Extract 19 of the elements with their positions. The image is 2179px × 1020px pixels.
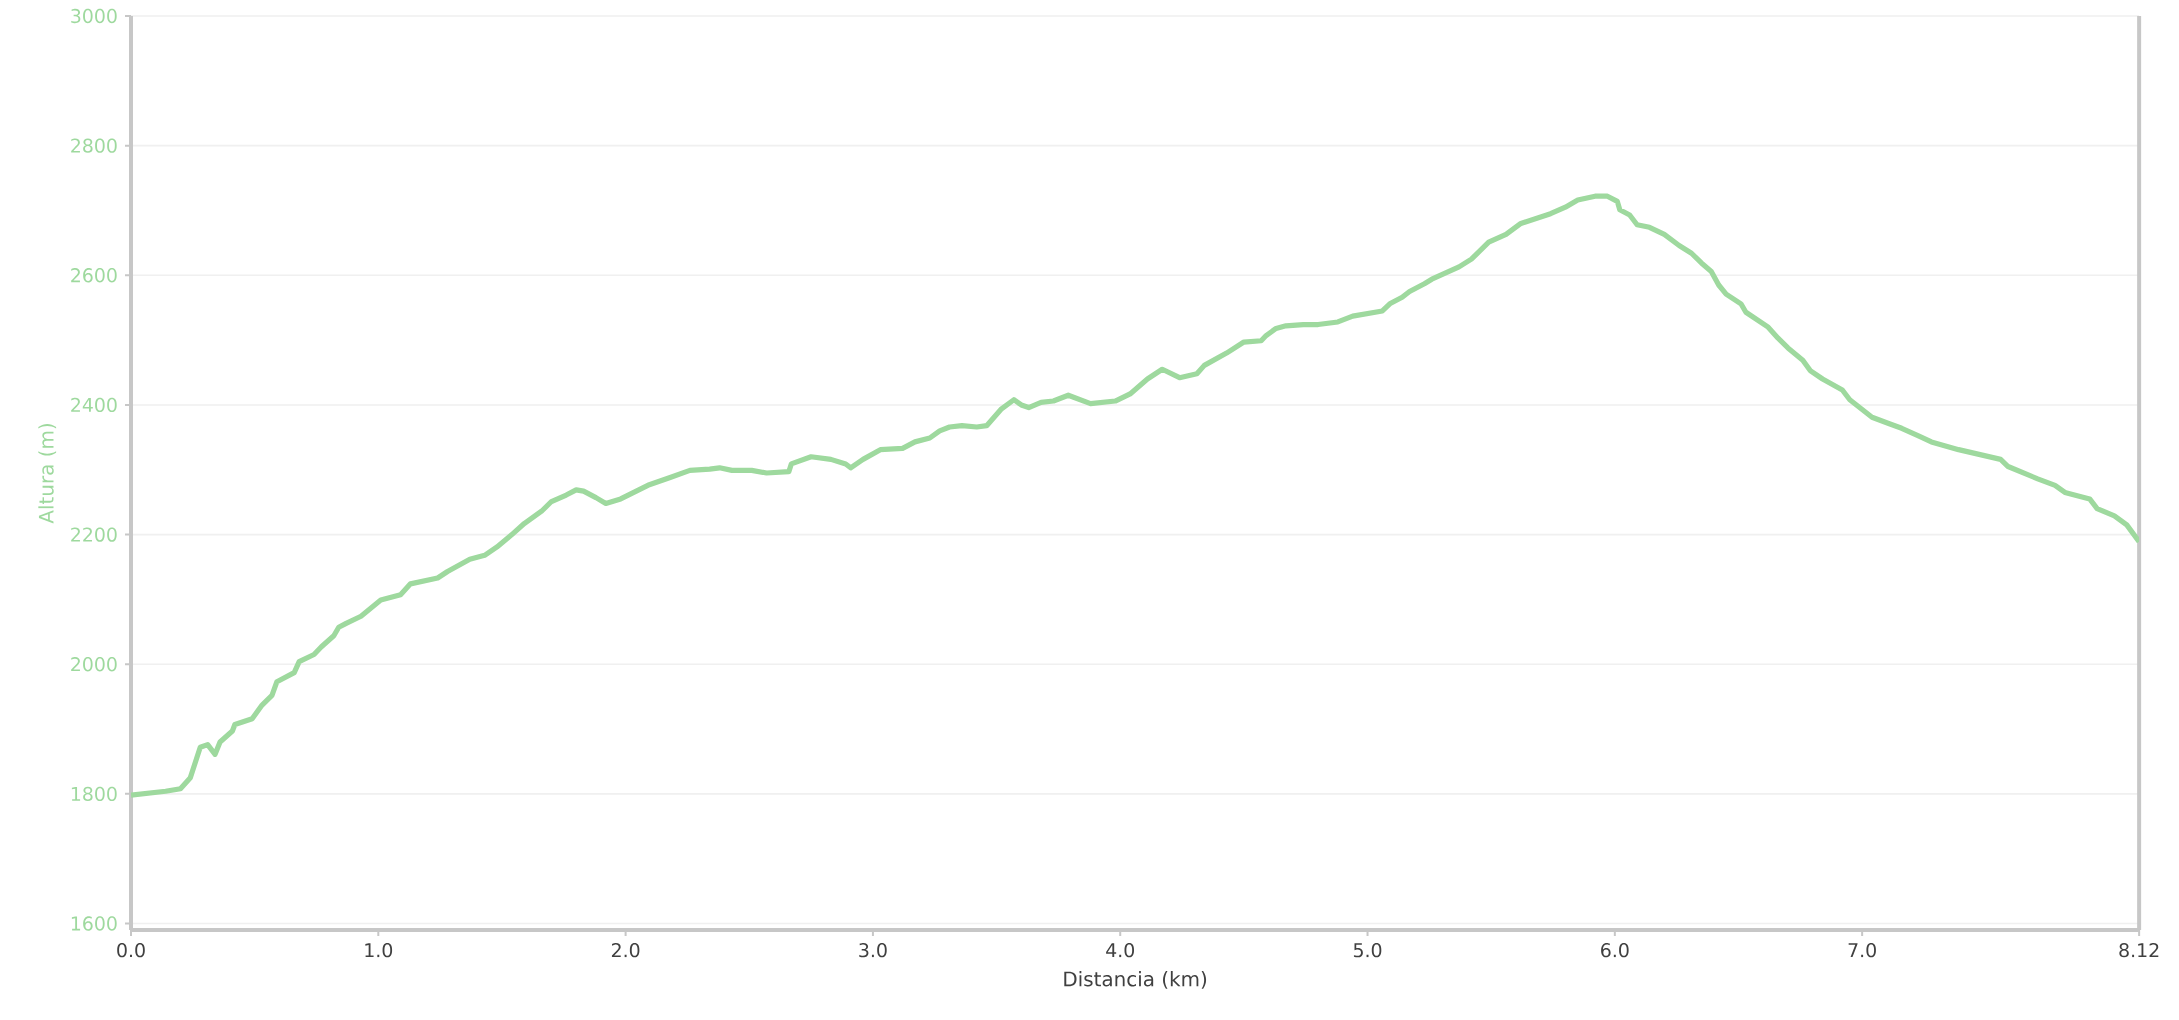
x-tick-label: 1.0 [365,943,393,958]
x-tick-label: 4.0 [1106,943,1135,958]
x-tick-label: 3.0 [859,943,887,958]
x-tick-label: 6.0 [1601,943,1629,958]
y-tick-label: 3000 [71,8,117,24]
y-tick-label: 2600 [71,268,117,283]
x-axis-title: Distancia (km) [1064,971,1207,989]
y-tick-label: 1800 [71,786,117,802]
x-tick-label: 5.0 [1353,943,1382,958]
x-tick-label: 7.0 [1848,943,1876,958]
x-tick-label: 8.12 [2119,943,2159,958]
x-tick-label: 0.0 [117,943,145,958]
x-tick-label: 2.0 [611,943,640,958]
y-tick-label: 2200 [71,527,117,542]
y-axis-title: Altura (m) [38,424,57,524]
y-tick-label: 2400 [71,397,117,413]
y-tick-label: 2000 [71,657,117,672]
y-tick-label: 1600 [71,916,117,931]
y-tick-label: 2800 [71,138,117,153]
